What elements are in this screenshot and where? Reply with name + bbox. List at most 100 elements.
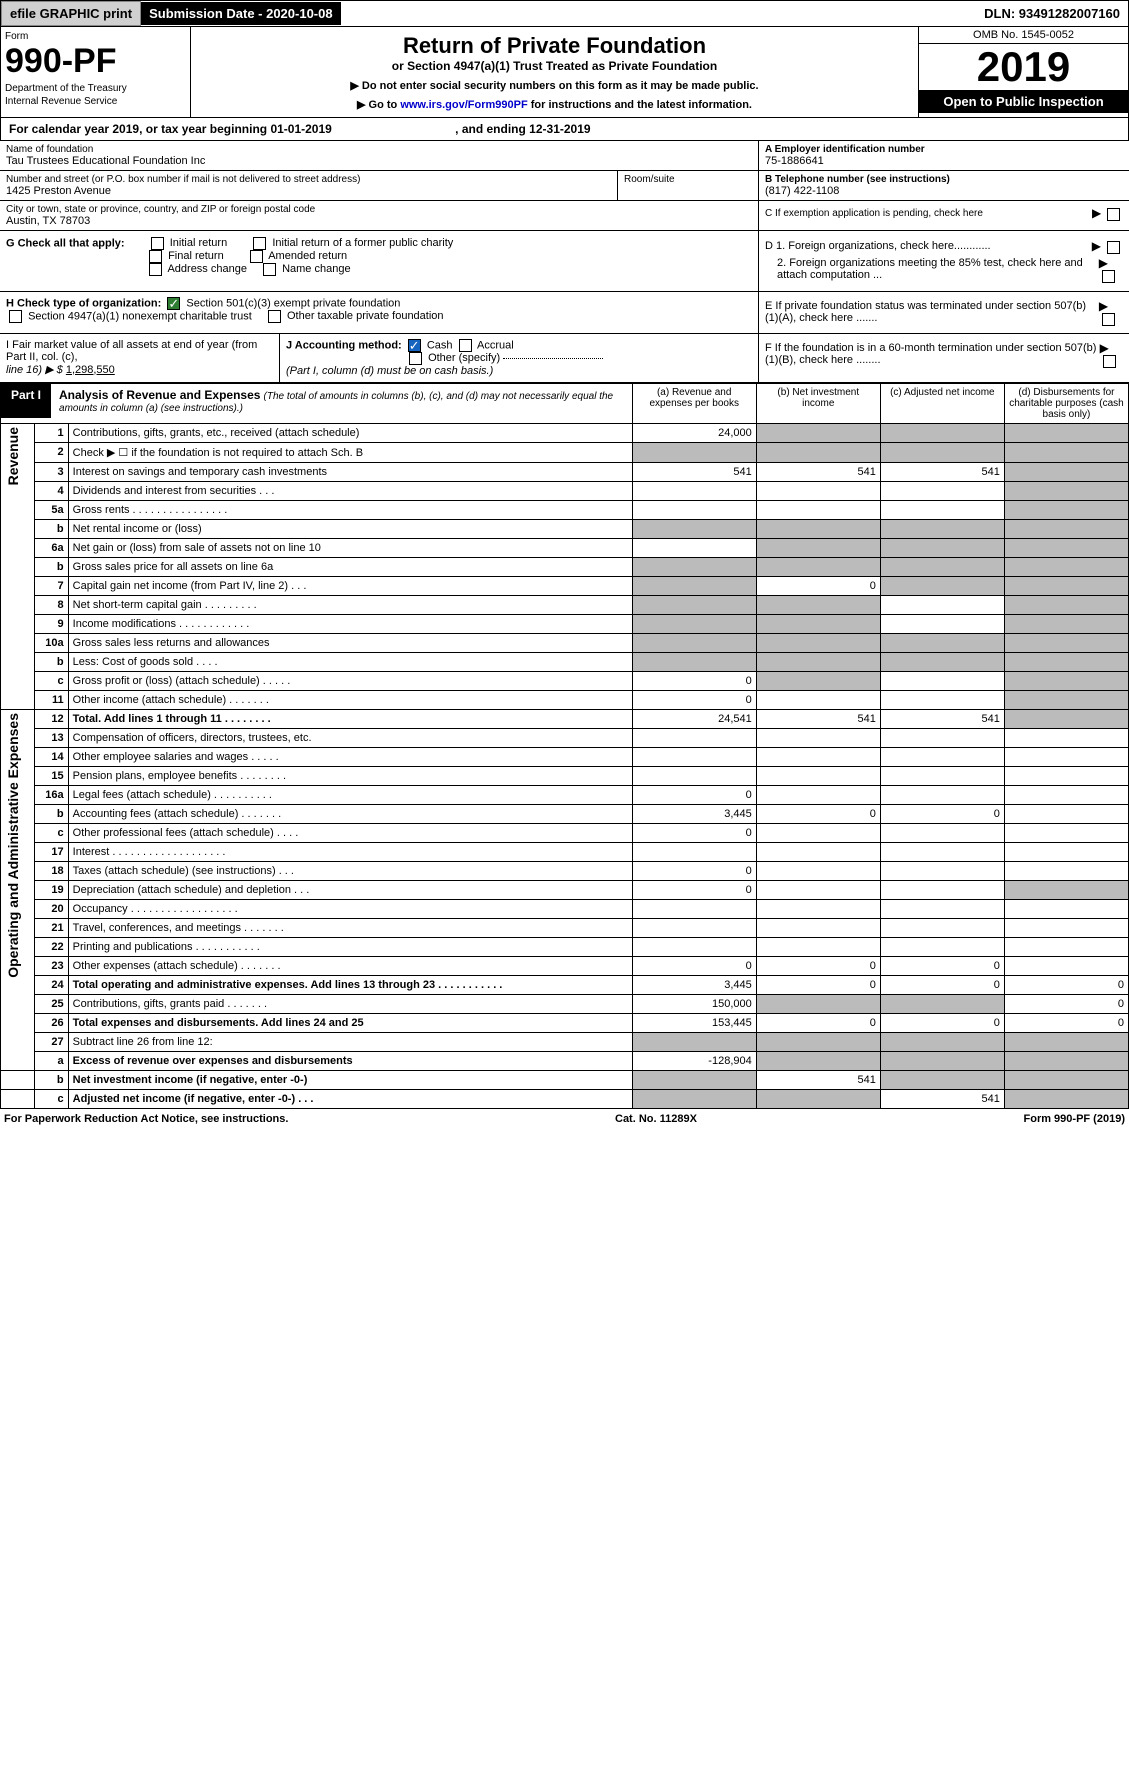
checkbox-c[interactable]	[1107, 208, 1120, 221]
checkbox-addrchg[interactable]	[149, 263, 162, 276]
dept-treasury: Department of the Treasury	[5, 83, 186, 94]
table-row: cGross profit or (loss) (attach schedule…	[1, 671, 1129, 690]
i-fmv: I Fair market value of all assets at end…	[0, 334, 280, 382]
table-row: 5aGross rents . . . . . . . . . . . . . …	[1, 500, 1129, 519]
table-row: 18Taxes (attach schedule) (see instructi…	[1, 861, 1129, 880]
table-row: 8Net short-term capital gain . . . . . .…	[1, 595, 1129, 614]
table-row: 6aNet gain or (loss) from sale of assets…	[1, 538, 1129, 557]
table-row: 25Contributions, gifts, grants paid . . …	[1, 994, 1129, 1013]
checkbox-initial-former[interactable]	[253, 237, 266, 250]
table-row: bGross sales price for all assets on lin…	[1, 557, 1129, 576]
table-row: bAccounting fees (attach schedule) . . .…	[1, 804, 1129, 823]
table-row: 4Dividends and interest from securities …	[1, 481, 1129, 500]
table-row: bNet rental income or (loss)	[1, 519, 1129, 538]
table-row: cAdjusted net income (if negative, enter…	[1, 1089, 1129, 1108]
table-row: aExcess of revenue over expenses and dis…	[1, 1051, 1129, 1070]
table-row: 27Subtract line 26 from line 12:	[1, 1032, 1129, 1051]
part1-table: Part I Analysis of Revenue and Expenses …	[0, 383, 1129, 1109]
room-label: Room/suite	[624, 174, 752, 185]
expenses-label: Operating and Administrative Expenses	[5, 713, 21, 978]
col-c-header: (c) Adjusted net income	[880, 383, 1004, 423]
form-word: Form	[5, 31, 186, 42]
g-section: G Check all that apply: Initial return I…	[0, 231, 759, 291]
e-section: E If private foundation status was termi…	[759, 292, 1129, 333]
dln: DLN: 93491282007160	[976, 2, 1128, 25]
table-row: 14Other employee salaries and wages . . …	[1, 747, 1129, 766]
street-address: 1425 Preston Avenue	[6, 185, 611, 197]
footer-right: Form 990-PF (2019)	[1024, 1113, 1125, 1125]
checkbox-accrual[interactable]	[459, 339, 472, 352]
table-row: 15Pension plans, employee benefits . . .…	[1, 766, 1129, 785]
table-row: 21Travel, conferences, and meetings . . …	[1, 918, 1129, 937]
form-link[interactable]: www.irs.gov/Form990PF	[400, 99, 527, 111]
checkbox-cash[interactable]	[408, 339, 421, 352]
phone-label: B Telephone number (see instructions)	[765, 174, 1123, 185]
phone-value: (817) 422-1108	[765, 185, 1123, 197]
checkbox-initial[interactable]	[151, 237, 164, 250]
fmv-value: 1,298,550	[66, 364, 115, 376]
table-row: 19Depreciation (attach schedule) and dep…	[1, 880, 1129, 899]
instr-2: ▶ Go to www.irs.gov/Form990PF for instru…	[197, 98, 912, 111]
checkbox-d1[interactable]	[1107, 241, 1120, 254]
part1-tab: Part I	[1, 384, 51, 418]
table-row: 10aGross sales less returns and allowanc…	[1, 633, 1129, 652]
calendar-year-row: For calendar year 2019, or tax year begi…	[0, 118, 1129, 141]
checkbox-f[interactable]	[1103, 355, 1116, 368]
footer-mid: Cat. No. 11289X	[615, 1113, 697, 1125]
submission-date: Submission Date - 2020-10-08	[141, 2, 341, 25]
dept-irs: Internal Revenue Service	[5, 96, 186, 107]
table-row: Operating and Administrative Expenses 12…	[1, 709, 1129, 728]
table-row: bNet investment income (if negative, ent…	[1, 1070, 1129, 1089]
city-state-zip: Austin, TX 78703	[6, 215, 752, 227]
ein-value: 75-1886641	[765, 155, 1123, 167]
table-row: 20Occupancy . . . . . . . . . . . . . . …	[1, 899, 1129, 918]
form-number: 990-PF	[5, 42, 186, 81]
table-row: cOther professional fees (attach schedul…	[1, 823, 1129, 842]
name-address-block: Name of foundation Tau Trustees Educatio…	[0, 141, 1129, 231]
checkbox-d2[interactable]	[1102, 270, 1115, 283]
checkbox-other-taxable[interactable]	[268, 310, 281, 323]
checkbox-4947[interactable]	[9, 310, 22, 323]
checkbox-amended[interactable]	[250, 250, 263, 263]
col-a-header: (a) Revenue and expenses per books	[632, 383, 756, 423]
exemption-label: C If exemption application is pending, c…	[765, 208, 983, 219]
col-b-header: (b) Net investment income	[756, 383, 880, 423]
table-row: 26Total expenses and disbursements. Add …	[1, 1013, 1129, 1032]
table-row: 9Income modifications . . . . . . . . . …	[1, 614, 1129, 633]
checkbox-namechg[interactable]	[263, 263, 276, 276]
checkbox-final[interactable]	[149, 250, 162, 263]
page-footer: For Paperwork Reduction Act Notice, see …	[0, 1109, 1129, 1129]
open-public: Open to Public Inspection	[919, 90, 1128, 113]
j-accounting: J Accounting method: Cash Accrual Other …	[280, 334, 759, 382]
h-section: H Check type of organization: Section 50…	[0, 292, 759, 333]
efile-button[interactable]: efile GRAPHIC print	[1, 1, 141, 26]
name-label: Name of foundation	[6, 144, 752, 155]
addr-label: Number and street (or P.O. box number if…	[6, 174, 611, 185]
table-row: 7Capital gain net income (from Part IV, …	[1, 576, 1129, 595]
table-row: Revenue 1Contributions, gifts, grants, e…	[1, 423, 1129, 442]
table-row: 22Printing and publications . . . . . . …	[1, 937, 1129, 956]
d-section: D 1. Foreign organizations, check here..…	[759, 231, 1129, 291]
table-row: 17Interest . . . . . . . . . . . . . . .…	[1, 842, 1129, 861]
table-row: 23Other expenses (attach schedule) . . .…	[1, 956, 1129, 975]
col-d-header: (d) Disbursements for charitable purpose…	[1004, 383, 1128, 423]
city-label: City or town, state or province, country…	[6, 204, 752, 215]
table-row: 11Other income (attach schedule) . . . .…	[1, 690, 1129, 709]
ein-label: A Employer identification number	[765, 144, 1123, 155]
omb-number: OMB No. 1545-0052	[919, 27, 1128, 44]
checkbox-501c3[interactable]	[167, 297, 180, 310]
revenue-label: Revenue	[5, 427, 21, 485]
form-title: Return of Private Foundation	[197, 33, 912, 59]
form-subtitle: or Section 4947(a)(1) Trust Treated as P…	[197, 59, 912, 73]
table-row: 13Compensation of officers, directors, t…	[1, 728, 1129, 747]
checkbox-e[interactable]	[1102, 313, 1115, 326]
foundation-name: Tau Trustees Educational Foundation Inc	[6, 155, 752, 167]
top-bar: efile GRAPHIC print Submission Date - 20…	[0, 0, 1129, 27]
table-row: 3Interest on savings and temporary cash …	[1, 462, 1129, 481]
footer-left: For Paperwork Reduction Act Notice, see …	[4, 1113, 288, 1125]
table-row: 16aLegal fees (attach schedule) . . . . …	[1, 785, 1129, 804]
tax-year: 2019	[919, 44, 1128, 90]
f-section: F If the foundation is in a 60-month ter…	[759, 334, 1129, 382]
table-row: 2Check ▶ ☐ if the foundation is not requ…	[1, 442, 1129, 462]
form-header: Form 990-PF Department of the Treasury I…	[0, 27, 1129, 118]
